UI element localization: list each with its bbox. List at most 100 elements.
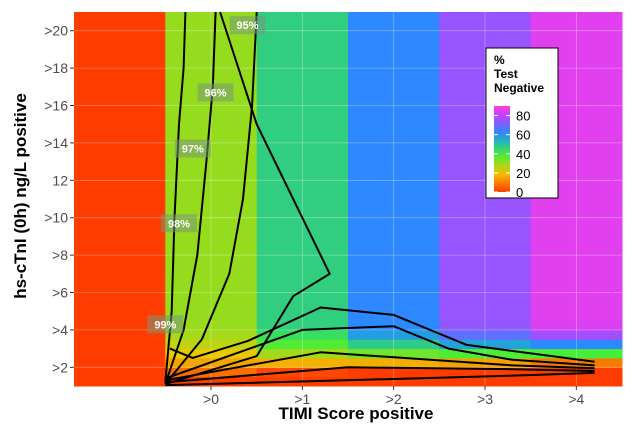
heatmap-cell xyxy=(165,264,258,275)
heatmap-cell xyxy=(165,68,258,78)
heatmap-cell xyxy=(256,105,349,116)
heatmap-cell xyxy=(530,208,623,219)
heatmap-cell xyxy=(74,255,166,265)
heatmap-cell xyxy=(439,161,532,172)
heatmap-cell xyxy=(74,348,166,359)
heatmap-cell xyxy=(256,217,349,228)
contour-label-box xyxy=(161,214,198,233)
heatmap-cell xyxy=(439,142,532,153)
heatmap-cell xyxy=(74,86,166,97)
heatmap-cell xyxy=(348,367,440,378)
heatmap-cell xyxy=(256,114,349,125)
heatmap-cell xyxy=(74,30,166,41)
heatmap-cell xyxy=(165,301,258,312)
contour-line xyxy=(164,325,595,380)
contour-line xyxy=(165,351,595,382)
heatmap-cell xyxy=(348,170,440,181)
legend-tick-label: 0 xyxy=(516,185,523,200)
heatmap-cell xyxy=(348,68,440,78)
heatmap-cell xyxy=(530,264,623,275)
legend-colorbar xyxy=(494,106,510,192)
heatmap-cell xyxy=(530,133,623,144)
heatmap-cell xyxy=(348,217,440,228)
heatmap-cell xyxy=(74,77,166,88)
heatmap-cell xyxy=(165,236,258,247)
heatmap-cell xyxy=(74,142,166,153)
heatmap-cell xyxy=(439,264,532,275)
heatmap-cell xyxy=(530,189,623,200)
heatmap-cell xyxy=(348,180,440,191)
heatmap-cell xyxy=(348,49,440,60)
heatmap-cell xyxy=(256,227,349,237)
heatmap-cell xyxy=(530,236,623,247)
heatmap-cell xyxy=(530,152,623,163)
heatmap-cell xyxy=(530,58,623,69)
legend-title: % xyxy=(494,53,505,67)
y-tick-label: >2 xyxy=(52,359,68,375)
heatmap-cell xyxy=(530,86,623,97)
heatmap-cell xyxy=(439,376,532,387)
heatmap-cell xyxy=(256,77,349,88)
heatmap-cell xyxy=(530,283,623,293)
heatmap-cell xyxy=(256,86,349,97)
heatmap-cell xyxy=(348,227,440,237)
x-tick-label: >2 xyxy=(386,391,402,407)
heatmap-cell xyxy=(74,245,166,256)
heatmap-cell xyxy=(530,273,623,284)
y-tick-label: >16 xyxy=(44,98,68,114)
heatmap-cell xyxy=(530,180,623,191)
heatmap-cell xyxy=(74,320,166,331)
heatmap-cell xyxy=(165,40,258,50)
heatmap-cell xyxy=(348,96,440,106)
heatmap-cell xyxy=(348,357,440,368)
heatmap-cell xyxy=(530,49,623,60)
heatmap-cell xyxy=(74,180,166,191)
heatmap-cell xyxy=(165,77,258,88)
heatmap-cell xyxy=(439,96,532,106)
heatmap-cell xyxy=(256,189,349,200)
heatmap-cell xyxy=(256,170,349,181)
heatmap-cell xyxy=(256,301,349,312)
heatmap-cell xyxy=(74,12,166,22)
heatmap-cell xyxy=(74,105,166,116)
x-axis-title: TIMI Score positive xyxy=(279,404,434,423)
heatmap-cell xyxy=(165,142,258,153)
y-tick-label: >14 xyxy=(44,135,68,151)
x-tick-label: >3 xyxy=(477,391,493,407)
heatmap-cell xyxy=(348,21,440,32)
heatmap-cell xyxy=(256,283,349,293)
contour-label-box xyxy=(197,83,234,102)
heatmap-cell xyxy=(530,199,623,209)
heatmap-cell xyxy=(256,30,349,41)
heatmap-cell xyxy=(348,58,440,69)
heatmap-cell xyxy=(439,339,532,350)
heatmap-cell xyxy=(348,199,440,209)
heatmap-cell xyxy=(256,68,349,78)
contour-label-box xyxy=(147,315,184,334)
heatmap-cell xyxy=(165,339,258,350)
heatmap-cell xyxy=(165,329,258,340)
heatmap-cell xyxy=(530,124,623,135)
contour-line xyxy=(165,371,595,387)
heatmap-cell xyxy=(74,339,166,350)
heatmap-cell xyxy=(348,152,440,163)
heatmap-cell xyxy=(439,49,532,60)
heatmap-cell xyxy=(348,124,440,135)
heatmap-cell xyxy=(165,49,258,60)
heatmap-cell xyxy=(165,30,258,41)
heatmap-cell xyxy=(74,329,166,340)
heatmap-cell xyxy=(348,189,440,200)
heatmap-cell xyxy=(348,142,440,153)
heatmap-cell xyxy=(74,376,166,387)
heatmap-cell xyxy=(165,21,258,32)
contour-label: 99% xyxy=(154,319,176,331)
heatmap-cell xyxy=(348,133,440,144)
heatmap-cell xyxy=(439,86,532,97)
heatmap-cell xyxy=(348,30,440,41)
heatmap-cell xyxy=(256,357,349,368)
heatmap-cell xyxy=(256,21,349,32)
heatmap-cell xyxy=(348,105,440,116)
heatmap-cell xyxy=(256,329,349,340)
heatmap-cell xyxy=(165,348,258,359)
